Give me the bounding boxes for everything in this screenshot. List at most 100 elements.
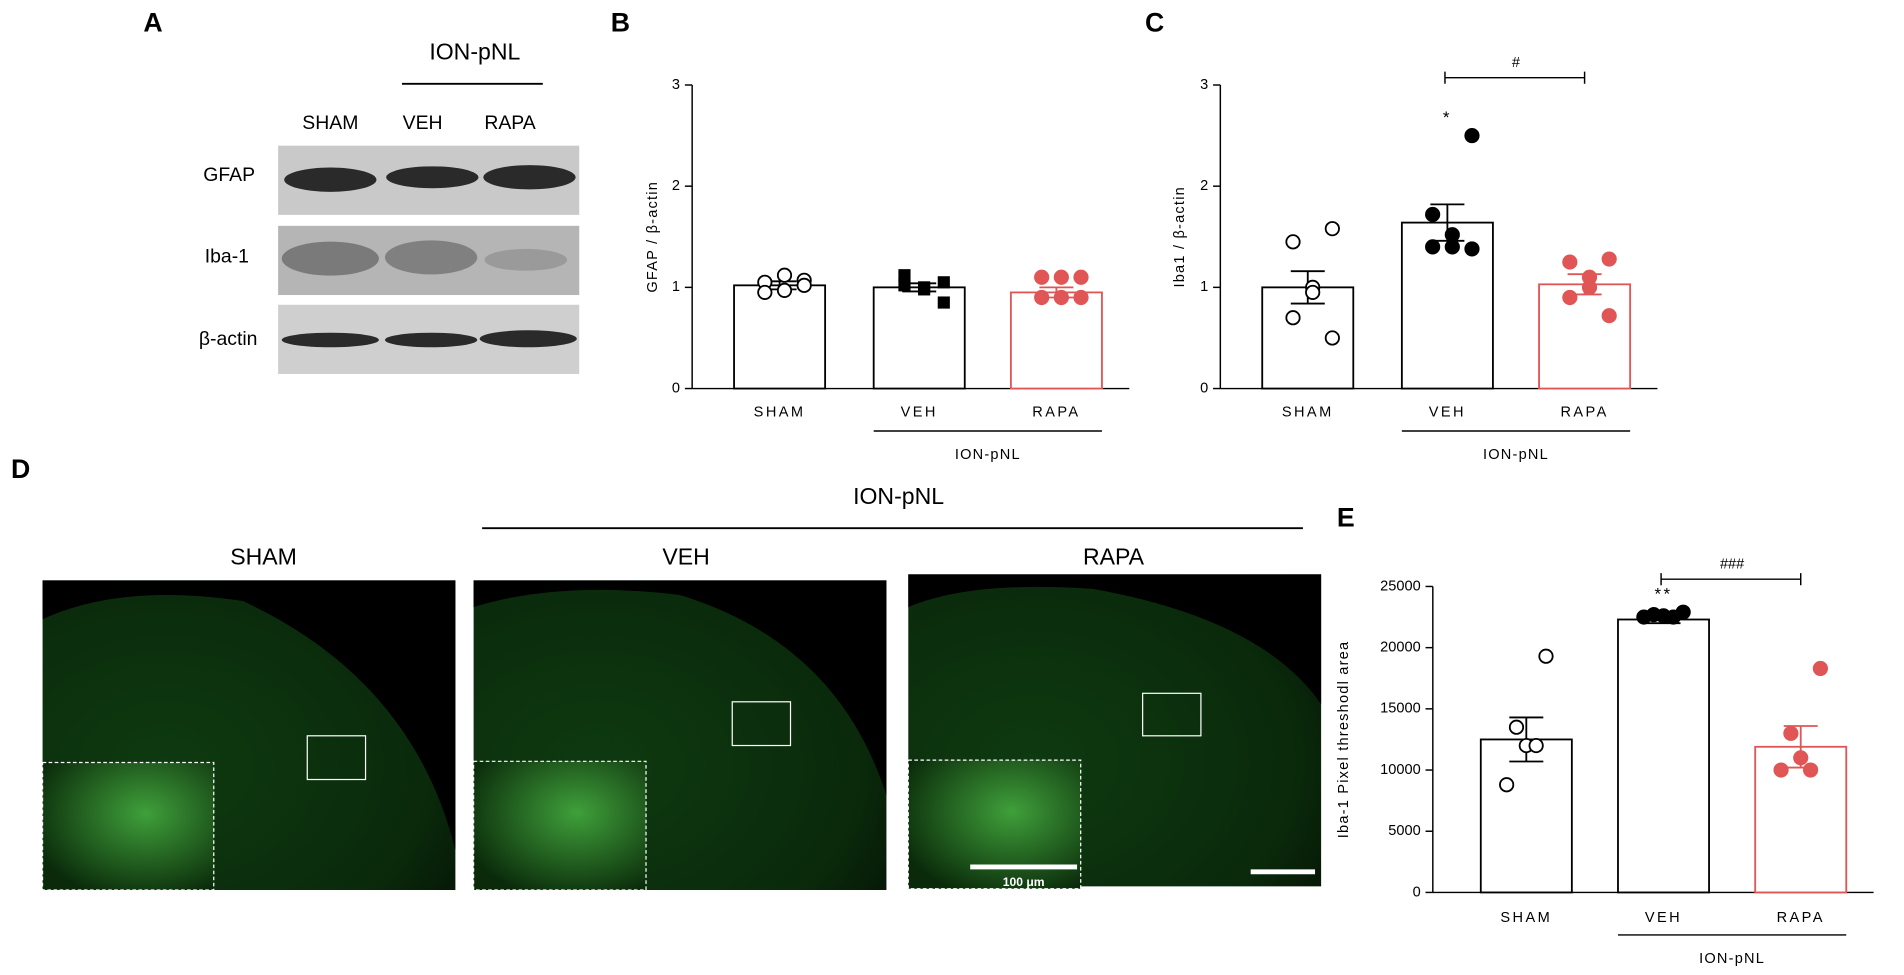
background <box>473 580 887 796</box>
data-point <box>1444 239 1460 255</box>
data-point <box>1034 289 1050 306</box>
y-axis-label: Iba1 / β-actin <box>1172 186 1188 287</box>
inset <box>472 760 647 891</box>
data-point <box>1665 609 1681 625</box>
data-point <box>1802 762 1819 778</box>
significance: # <box>1512 55 1521 71</box>
data-point <box>918 283 931 296</box>
data-point <box>1793 750 1809 766</box>
group-label: ION-pNL <box>955 447 1021 463</box>
image-title: VEH <box>662 544 709 570</box>
significance-bracket <box>1660 573 1802 586</box>
y-tick-label: 5000 <box>1388 823 1420 839</box>
roi-box <box>306 735 367 781</box>
group-label: ION-pNL <box>1699 951 1765 967</box>
y-tick-label: 1 <box>672 279 680 295</box>
y-tick-label: 0 <box>1200 380 1208 396</box>
panel-letter: B <box>611 7 630 37</box>
data-point <box>937 296 950 309</box>
column-label: RAPA <box>484 112 535 134</box>
group-label: ION-pNL <box>853 483 944 509</box>
roi-box <box>1142 692 1202 737</box>
y-tick-label: 3 <box>672 77 680 93</box>
data-point <box>776 282 793 298</box>
bar <box>733 284 827 390</box>
panel-letter: C <box>1145 7 1164 37</box>
panel-letter: A <box>143 7 162 37</box>
panel-letters: A B C D E <box>11 7 1355 532</box>
data-point <box>1324 221 1340 237</box>
data-point <box>1562 254 1578 270</box>
panel-letter: D <box>11 454 30 484</box>
significance-bracket <box>1444 71 1586 84</box>
bar <box>1009 291 1103 390</box>
image-title: RAPA <box>1083 544 1145 570</box>
bar <box>1617 618 1710 894</box>
data-point <box>1538 648 1554 664</box>
row-label: β-actin <box>199 328 258 350</box>
x-tick-label: RAPA <box>1777 910 1825 926</box>
panel-letter: E <box>1337 503 1355 533</box>
data-point <box>1562 289 1578 306</box>
data-point <box>1464 241 1480 257</box>
data-point <box>1601 308 1617 324</box>
y-tick-label: 1 <box>1200 279 1208 295</box>
x-tick-label: VEH <box>1645 910 1682 926</box>
data-point <box>757 284 773 301</box>
data-point <box>1508 719 1525 735</box>
y-tick-label: 20000 <box>1380 639 1420 655</box>
y-axis-label: GFAP / β-actin <box>645 181 661 293</box>
bands <box>281 165 577 348</box>
data-point <box>1773 762 1789 778</box>
scale-label: 100 μm <box>1003 875 1045 889</box>
data-point <box>1073 269 1089 285</box>
x-tick-label: SHAM <box>754 405 806 421</box>
data-point <box>1812 660 1828 677</box>
data-point <box>1053 269 1069 285</box>
data-point <box>1581 279 1598 295</box>
bar <box>1754 745 1848 894</box>
bar <box>872 286 966 390</box>
group-label: ION-pNL <box>1483 447 1549 463</box>
data-point <box>1528 737 1544 754</box>
x-tick-label: SHAM <box>1282 405 1334 421</box>
significance: * <box>1443 108 1452 127</box>
data-point <box>796 277 812 293</box>
x-tick-label: VEH <box>1429 405 1466 421</box>
data-point <box>898 279 911 292</box>
data-point <box>898 269 911 282</box>
x-tick-label: RAPA <box>1032 405 1080 421</box>
row-label: Iba-1 <box>205 246 249 268</box>
data-point <box>776 267 793 283</box>
y-tick-label: 2 <box>672 178 680 194</box>
y-tick-label: 0 <box>672 380 680 396</box>
data-point <box>1499 777 1515 793</box>
y-tick-label: 25000 <box>1380 578 1420 594</box>
micrographs: ION-pNL SHAM VEH RAPA 100 μm <box>41 483 1322 891</box>
data-point <box>1324 330 1340 346</box>
inset <box>41 761 215 891</box>
inset <box>907 759 1082 890</box>
bar <box>1479 738 1573 894</box>
western-blot: ION-pNL SHAM VEH RAPA GFAP Iba-1 β-actin <box>199 39 580 374</box>
data-point <box>1034 269 1050 285</box>
image-title: SHAM <box>230 544 297 570</box>
data-point <box>1053 289 1069 306</box>
background <box>42 580 456 850</box>
y-axis-label: Iba-1 Pixel threshodl area <box>1336 641 1352 839</box>
y-tick-label: 3 <box>1200 77 1208 93</box>
data-point <box>1285 234 1301 250</box>
data-point <box>1425 206 1441 223</box>
significance: ** <box>1654 585 1672 604</box>
y-tick-label: 10000 <box>1380 762 1420 778</box>
data-point <box>1783 725 1799 741</box>
x-tick-label: RAPA <box>1560 405 1608 421</box>
data-point <box>1073 289 1089 306</box>
y-tick-label: 0 <box>1413 884 1421 900</box>
roi-box <box>731 701 792 747</box>
bar <box>1538 283 1632 390</box>
column-label: SHAM <box>302 112 358 134</box>
data-point <box>1601 251 1617 267</box>
